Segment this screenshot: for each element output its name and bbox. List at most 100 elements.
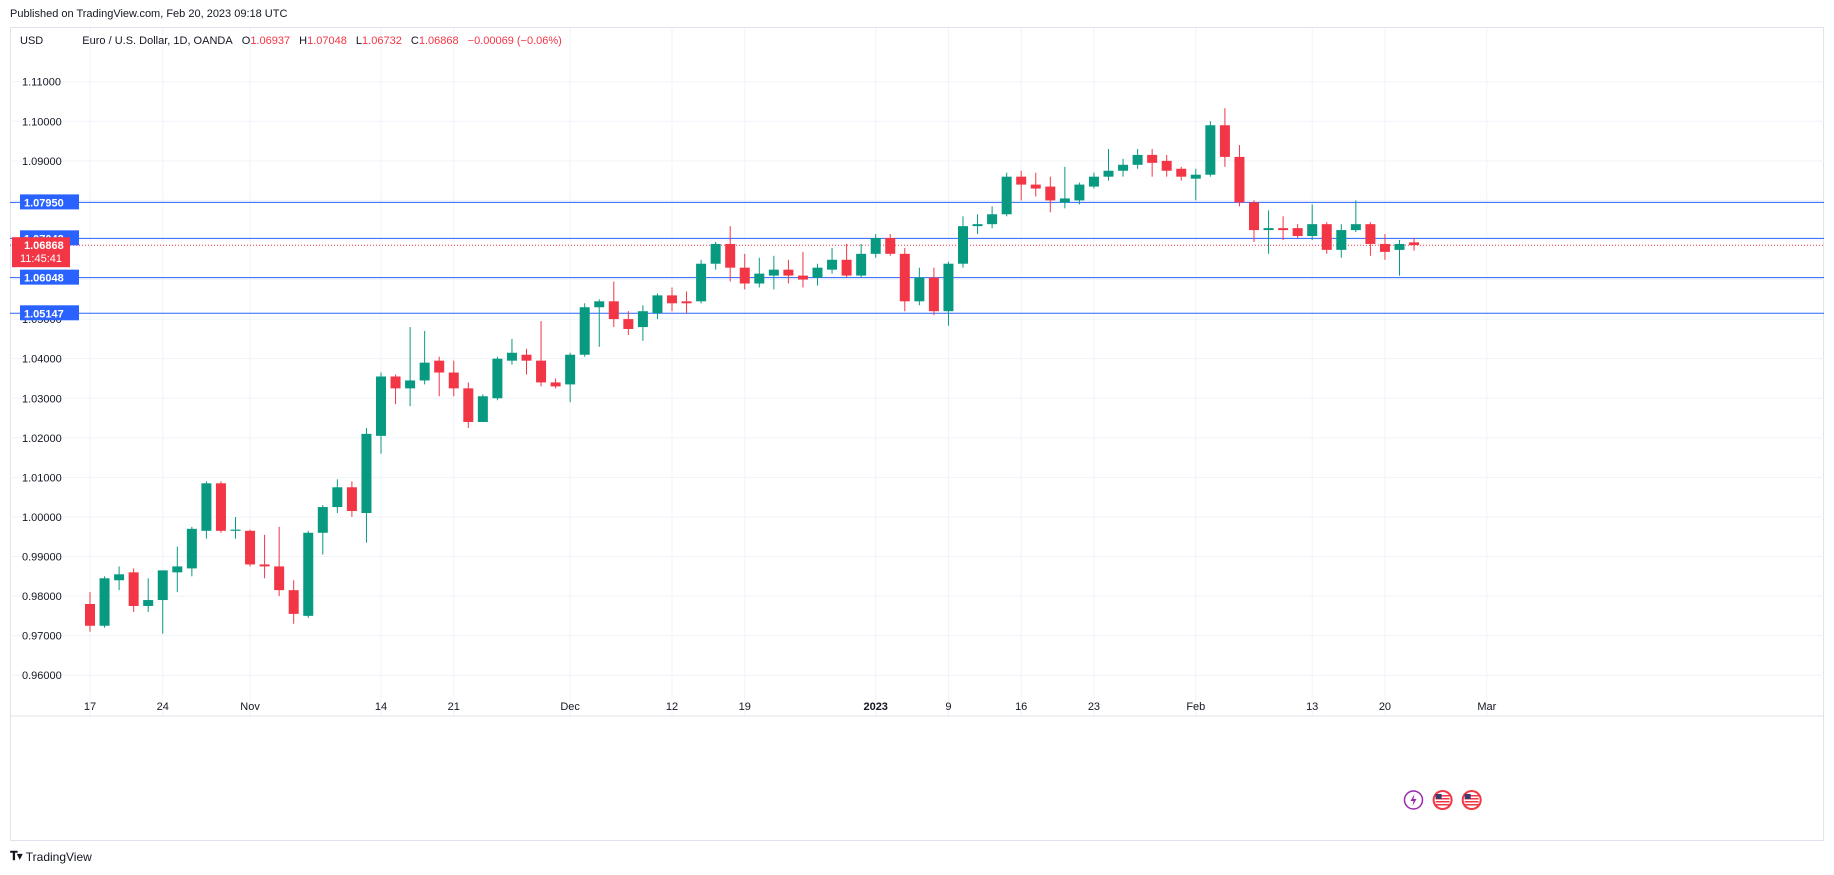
- candle-up[interactable]: [958, 216, 968, 268]
- candle-down[interactable]: [1409, 238, 1420, 251]
- candle-up[interactable]: [579, 303, 590, 357]
- lightning-event-icon[interactable]: [1403, 790, 1424, 810]
- candle-down[interactable]: [928, 267, 939, 316]
- candle-down[interactable]: [1234, 145, 1245, 207]
- candle-up[interactable]: [1118, 158, 1129, 177]
- candle-up[interactable]: [1074, 182, 1085, 205]
- candle-up[interactable]: [1190, 168, 1201, 201]
- candle-up[interactable]: [361, 427, 372, 543]
- symbol-name[interactable]: Euro / U.S. Dollar, 1D, OANDA: [82, 35, 233, 47]
- candle-down[interactable]: [885, 234, 896, 256]
- candle-down[interactable]: [681, 291, 692, 314]
- candle-up[interactable]: [1132, 148, 1143, 169]
- candle-up[interactable]: [827, 247, 838, 274]
- candle-up[interactable]: [317, 505, 328, 555]
- candle-up[interactable]: [637, 305, 648, 341]
- us-flag-event-icon[interactable]: [1461, 790, 1482, 810]
- candle-down[interactable]: [725, 226, 736, 282]
- horizontal-line-badge[interactable]: 1.05147: [20, 305, 79, 321]
- candle-down[interactable]: [797, 251, 808, 288]
- candle-down[interactable]: [434, 356, 445, 397]
- candle-up[interactable]: [870, 234, 881, 258]
- candle-down[interactable]: [1379, 234, 1390, 260]
- candle-up[interactable]: [1350, 200, 1361, 233]
- candle-up[interactable]: [696, 259, 707, 304]
- candle-up[interactable]: [1088, 172, 1099, 189]
- candle-up[interactable]: [652, 293, 663, 320]
- candle-up[interactable]: [987, 206, 998, 229]
- candle-down[interactable]: [1249, 200, 1259, 242]
- tradingview-brand[interactable]: 𝐓▾ TradingView: [10, 849, 92, 864]
- candle-down[interactable]: [899, 247, 910, 312]
- candle-down[interactable]: [215, 481, 226, 533]
- candle-up[interactable]: [172, 546, 183, 593]
- candle-up[interactable]: [943, 261, 954, 326]
- candle-up[interactable]: [710, 241, 721, 270]
- candle-down[interactable]: [274, 526, 285, 597]
- candle-up[interactable]: [332, 479, 343, 513]
- candle-down[interactable]: [448, 360, 459, 397]
- candle-up[interactable]: [201, 481, 212, 539]
- candle-up[interactable]: [1307, 204, 1318, 240]
- candle-down[interactable]: [1147, 148, 1158, 177]
- candle-up[interactable]: [506, 338, 517, 365]
- candle-down[interactable]: [288, 580, 299, 624]
- candle-down[interactable]: [783, 259, 794, 284]
- candle-down[interactable]: [1292, 224, 1303, 239]
- candle-down[interactable]: [1016, 170, 1027, 201]
- chart-frame[interactable]: [10, 27, 1824, 841]
- candle-down[interactable]: [1278, 216, 1289, 240]
- candle-up[interactable]: [114, 566, 125, 591]
- candle-down[interactable]: [1176, 166, 1187, 181]
- candle-down[interactable]: [1161, 154, 1172, 177]
- candle-down[interactable]: [1219, 108, 1230, 167]
- candle-up[interactable]: [565, 352, 576, 403]
- candle-up[interactable]: [99, 576, 110, 628]
- candle-up[interactable]: [477, 394, 488, 422]
- candle-down[interactable]: [346, 481, 357, 517]
- candle-down[interactable]: [1030, 172, 1041, 197]
- candle-down[interactable]: [85, 592, 95, 632]
- candle-up[interactable]: [768, 255, 779, 290]
- candle-up[interactable]: [143, 578, 154, 612]
- candle-up[interactable]: [754, 257, 765, 288]
- candle-down[interactable]: [623, 311, 634, 335]
- candle-up[interactable]: [303, 530, 314, 618]
- candle-up[interactable]: [405, 327, 416, 407]
- horizontal-line-badge[interactable]: 1.07950: [20, 194, 79, 210]
- candle-up[interactable]: [1103, 148, 1114, 181]
- candle-down[interactable]: [390, 374, 401, 405]
- candle-up[interactable]: [594, 299, 605, 347]
- candle-up[interactable]: [230, 516, 241, 539]
- candle-down[interactable]: [521, 348, 532, 375]
- candle-up[interactable]: [186, 526, 197, 577]
- candle-up[interactable]: [157, 570, 168, 634]
- candle-down[interactable]: [841, 243, 852, 278]
- candle-up[interactable]: [812, 263, 823, 286]
- candle-down[interactable]: [550, 378, 561, 389]
- candle-down[interactable]: [1365, 222, 1376, 256]
- candle-up[interactable]: [856, 243, 867, 278]
- candle-down[interactable]: [128, 568, 139, 612]
- candle-down[interactable]: [608, 281, 619, 328]
- candle-up[interactable]: [972, 214, 983, 235]
- us-flag-event-icon[interactable]: [1432, 790, 1453, 810]
- candle-up[interactable]: [492, 356, 503, 401]
- candle-down[interactable]: [667, 287, 677, 312]
- horizontal-line-badge[interactable]: 1.06048: [20, 269, 79, 285]
- candle-down[interactable]: [259, 534, 270, 579]
- candle-up[interactable]: [1394, 239, 1405, 276]
- candle-down[interactable]: [245, 529, 256, 567]
- candle-down[interactable]: [536, 321, 547, 387]
- candle-down[interactable]: [1045, 176, 1056, 213]
- candle-up[interactable]: [1059, 166, 1070, 209]
- candle-up[interactable]: [1001, 172, 1012, 217]
- candle-down[interactable]: [739, 253, 750, 290]
- candle-up[interactable]: [376, 372, 386, 454]
- candle-up[interactable]: [1205, 121, 1216, 177]
- candle-down[interactable]: [1321, 222, 1332, 254]
- candle-up[interactable]: [1263, 210, 1274, 254]
- candle-up[interactable]: [419, 330, 430, 385]
- candle-up[interactable]: [914, 267, 925, 306]
